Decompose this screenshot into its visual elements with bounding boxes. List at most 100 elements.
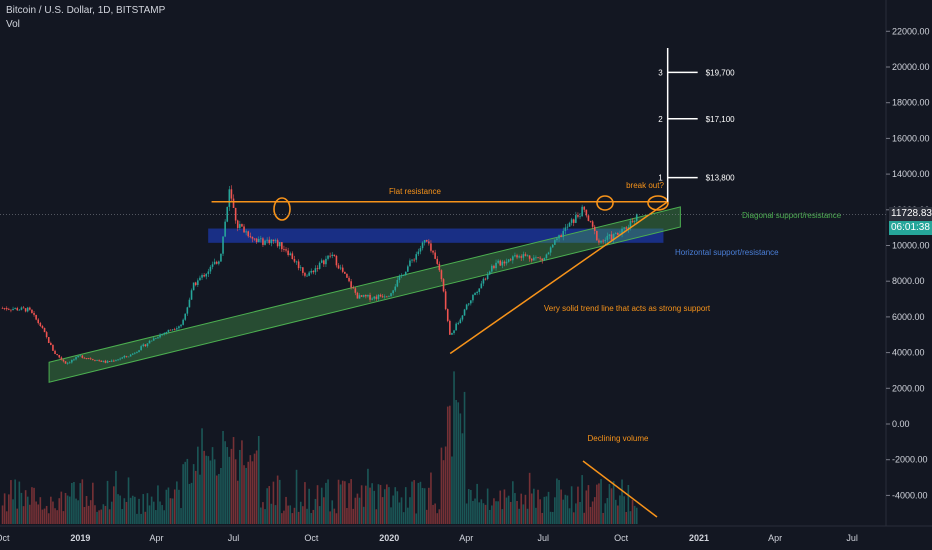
time-tick-label: Oct <box>614 533 629 543</box>
volume-bar <box>465 503 468 524</box>
price-tick-label: 22000.00 <box>892 26 930 36</box>
volume-bar <box>155 510 157 524</box>
volume-bar <box>614 499 617 524</box>
candle-body <box>152 338 155 341</box>
candle-body <box>45 332 48 338</box>
volume-bar <box>140 513 142 524</box>
volume-bar <box>5 511 8 524</box>
candle-body <box>85 358 88 359</box>
candle-body <box>24 308 27 312</box>
volume-bar <box>396 491 399 524</box>
candle-body <box>157 337 159 339</box>
candle-body <box>375 296 378 299</box>
volume-bar <box>524 494 527 524</box>
volume-bar <box>495 501 497 524</box>
candle-body <box>629 221 632 228</box>
volume-bar <box>369 487 371 524</box>
price-tick-label: 2000.00 <box>892 383 925 393</box>
volume-bar <box>85 495 88 524</box>
volume-bar <box>68 496 71 524</box>
volume-bar <box>388 487 390 524</box>
candle-body <box>54 350 56 354</box>
volume-bar <box>24 490 27 524</box>
candle-body <box>146 343 149 347</box>
candle-body <box>583 206 586 210</box>
volume-bar <box>194 470 197 524</box>
volume-bar <box>453 371 455 524</box>
volume-bar <box>558 480 560 524</box>
volume-bar <box>310 513 313 524</box>
volume-bar <box>585 490 588 524</box>
candle-body <box>125 355 128 357</box>
volume-bar <box>488 509 491 524</box>
candle-body <box>243 226 245 233</box>
candle-body <box>220 253 222 262</box>
volume-bar <box>81 479 84 524</box>
candle-body <box>239 224 241 228</box>
volume-bar <box>35 501 37 524</box>
candle-body <box>417 251 420 255</box>
candle-body <box>362 295 365 297</box>
volume-bar <box>480 499 483 524</box>
volume-bar <box>190 482 193 524</box>
volume-bar <box>297 511 300 524</box>
candle-body <box>33 312 35 315</box>
volume-bar <box>222 430 224 524</box>
volume-bar <box>213 459 216 524</box>
candle-body <box>528 255 531 259</box>
candle-body <box>251 236 254 239</box>
candle-body <box>446 309 449 321</box>
volume-bar <box>551 511 554 524</box>
candle-body <box>369 294 371 300</box>
candle-body <box>161 333 163 335</box>
volume-bar <box>203 450 205 524</box>
candle-body <box>457 323 460 324</box>
candle-body <box>257 238 260 243</box>
volume-indicator-label[interactable]: Vol <box>6 19 20 30</box>
candle-body <box>459 319 462 324</box>
volume-bar <box>533 488 535 524</box>
candle-body <box>173 329 176 331</box>
candle-body <box>236 220 239 228</box>
candle-body <box>365 295 367 297</box>
volume-bar <box>341 480 344 524</box>
volume-bar <box>543 496 546 524</box>
candle-body <box>167 329 170 333</box>
volume-bar <box>304 482 306 524</box>
volume-bar <box>467 489 470 524</box>
volume-bar <box>71 482 73 524</box>
volume-bar <box>365 485 367 524</box>
volume-bar <box>459 413 462 524</box>
candle-body <box>407 266 409 272</box>
volume-bar <box>199 474 201 524</box>
volume-bar <box>528 472 531 524</box>
target-number: 1 <box>658 174 663 183</box>
candle-body <box>144 344 147 347</box>
candle-body <box>520 256 523 258</box>
candle-body <box>117 359 119 361</box>
candle-body <box>12 308 14 311</box>
volume-bar <box>617 505 619 524</box>
volume-bar <box>352 508 355 524</box>
volume-bar <box>283 510 285 524</box>
volume-bar <box>339 484 342 524</box>
volume-bar <box>423 488 426 524</box>
candle-body <box>230 189 233 199</box>
volume-bar <box>287 505 289 524</box>
candle-body <box>331 254 334 257</box>
candle-body <box>436 258 439 264</box>
volume-bar <box>64 492 67 524</box>
candle-body <box>341 267 344 272</box>
candle-body <box>129 354 132 357</box>
candle-body <box>71 359 73 363</box>
diagonal-support-channel <box>48 206 681 383</box>
volume-bar <box>163 510 166 524</box>
volume-bar <box>62 511 65 524</box>
volume-bar <box>604 503 607 524</box>
volume-bar <box>461 433 464 524</box>
volume-bar <box>239 449 241 524</box>
volume-bar <box>148 505 151 524</box>
candle-body <box>484 278 487 280</box>
candle-body <box>373 296 376 299</box>
